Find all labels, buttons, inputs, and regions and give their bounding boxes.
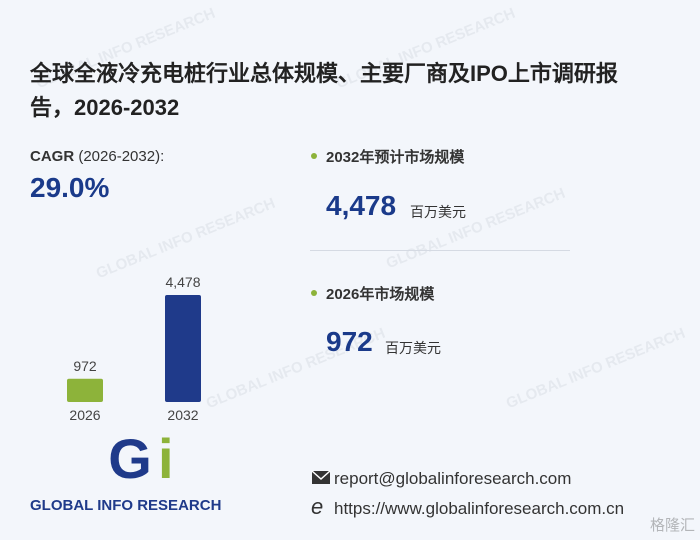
bar xyxy=(67,378,103,402)
stat-value: 4,478 xyxy=(326,190,397,221)
bar xyxy=(165,295,201,402)
watermark-corner: 格隆汇 xyxy=(650,517,695,534)
cagr-name: CAGR xyxy=(30,148,75,165)
stat-unit: 百万美元 xyxy=(385,340,441,356)
title: 全球全液冷充电桩行业总体规模、主要厂商及IPO上市调研报告，2026-2032 xyxy=(30,61,618,120)
bullet xyxy=(311,290,317,296)
logo-text: GLOBAL INFO RESEARCH xyxy=(30,497,221,514)
x-tick-label: 2026 xyxy=(69,407,100,423)
cagr-value: 29.0% xyxy=(30,172,110,203)
stat-label: 2026年市场规模 xyxy=(326,286,435,303)
stat-unit: 百万美元 xyxy=(410,204,466,220)
bullet xyxy=(311,153,317,159)
stat-value: 972 xyxy=(326,326,373,357)
stat-label: 2032年预计市场规模 xyxy=(326,149,465,166)
cagr-period: (2026-2032): xyxy=(78,148,165,165)
logo-mark: i xyxy=(158,427,174,490)
value-label: 4,478 xyxy=(165,274,200,290)
x-tick-label: 2032 xyxy=(167,407,198,423)
email-icon xyxy=(311,470,331,481)
value-label: 972 xyxy=(73,358,97,374)
cagr-label: CAGR (2026-2032): xyxy=(30,148,164,165)
logo-mark: G xyxy=(108,427,152,490)
web-icon: e xyxy=(311,494,323,519)
divider xyxy=(310,250,570,251)
website: https://www.globalinforesearch.com.cn xyxy=(334,499,624,518)
email: report@globalinforesearch.com xyxy=(334,469,571,488)
